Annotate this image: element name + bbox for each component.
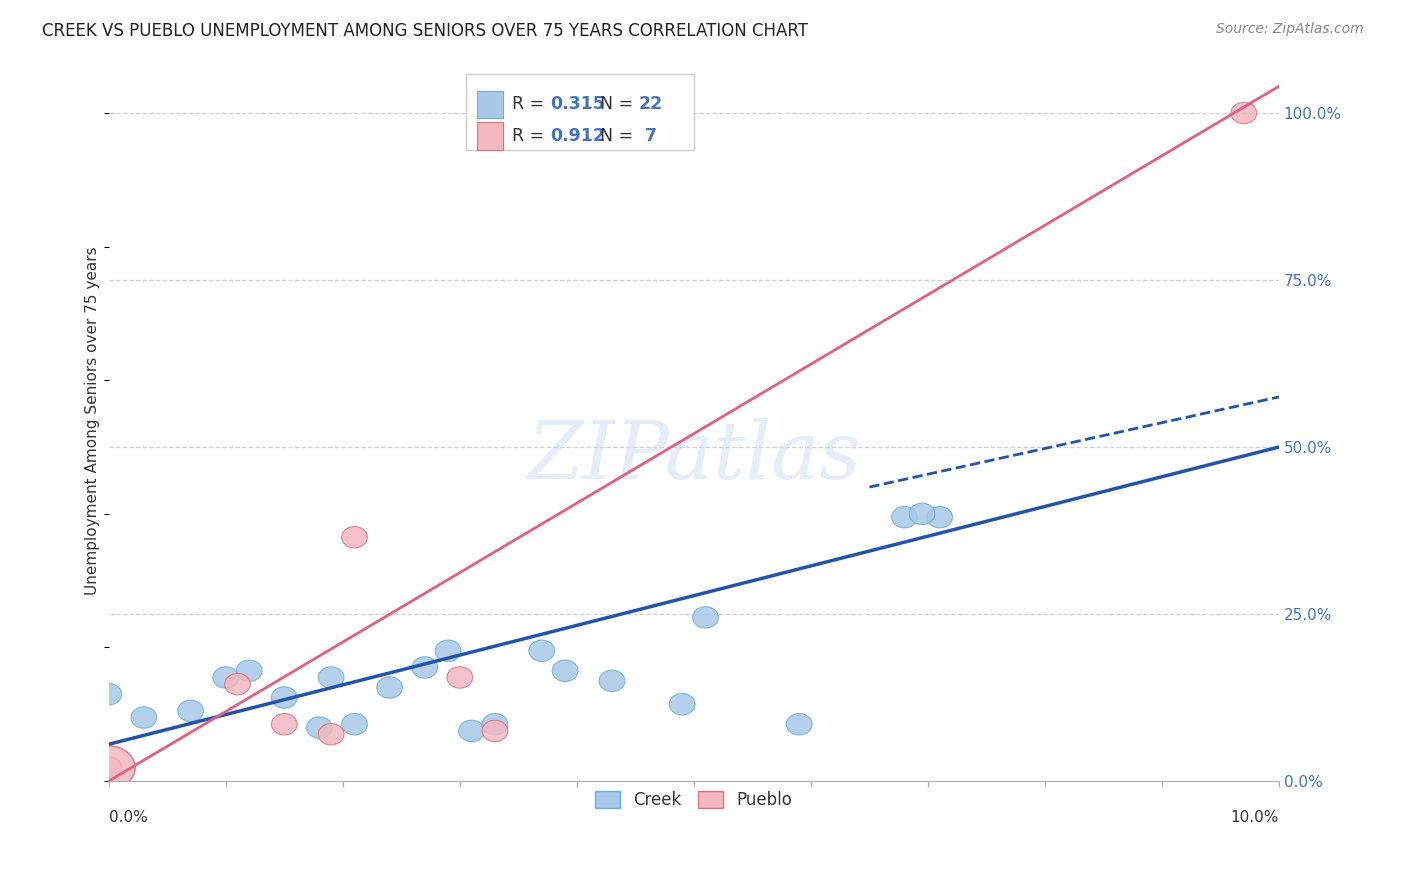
Text: N =: N = [600,95,638,113]
Ellipse shape [236,660,262,681]
Legend: Creek, Pueblo: Creek, Pueblo [589,784,799,816]
Ellipse shape [482,714,508,735]
Ellipse shape [634,103,659,124]
Ellipse shape [553,660,578,681]
Ellipse shape [693,607,718,628]
Text: R =: R = [512,127,550,145]
Ellipse shape [307,717,332,739]
Ellipse shape [599,103,624,124]
Ellipse shape [669,693,695,714]
FancyBboxPatch shape [478,91,503,118]
Ellipse shape [342,526,367,548]
Ellipse shape [318,723,344,745]
Ellipse shape [342,714,367,735]
Ellipse shape [177,700,204,722]
Ellipse shape [458,720,485,741]
Text: 22: 22 [638,95,664,113]
Ellipse shape [927,507,952,528]
Ellipse shape [271,714,297,735]
Ellipse shape [412,657,437,678]
Text: N =: N = [600,127,638,145]
Ellipse shape [83,746,135,789]
Ellipse shape [599,670,624,691]
Ellipse shape [529,640,554,662]
Ellipse shape [786,714,813,735]
Ellipse shape [436,640,461,662]
Ellipse shape [271,687,297,708]
Text: 0.315: 0.315 [550,95,605,113]
Text: ZIPatlas: ZIPatlas [527,417,860,495]
Ellipse shape [482,720,508,741]
Ellipse shape [1230,103,1257,124]
Text: 7: 7 [638,127,657,145]
FancyBboxPatch shape [465,74,693,150]
Y-axis label: Unemployment Among Seniors over 75 years: Unemployment Among Seniors over 75 years [86,246,100,595]
Ellipse shape [131,706,156,728]
Text: Source: ZipAtlas.com: Source: ZipAtlas.com [1216,22,1364,37]
Text: 0.912: 0.912 [550,127,605,145]
Text: 0.0%: 0.0% [108,810,148,825]
Text: R =: R = [512,95,550,113]
Ellipse shape [891,507,917,528]
Ellipse shape [225,673,250,695]
Ellipse shape [212,667,239,688]
Ellipse shape [318,667,344,688]
FancyBboxPatch shape [478,122,503,150]
Ellipse shape [447,667,472,688]
Ellipse shape [910,503,935,524]
Ellipse shape [96,683,122,705]
Text: 10.0%: 10.0% [1230,810,1279,825]
Text: CREEK VS PUEBLO UNEMPLOYMENT AMONG SENIORS OVER 75 YEARS CORRELATION CHART: CREEK VS PUEBLO UNEMPLOYMENT AMONG SENIO… [42,22,808,40]
Ellipse shape [377,677,402,698]
Ellipse shape [96,757,122,779]
